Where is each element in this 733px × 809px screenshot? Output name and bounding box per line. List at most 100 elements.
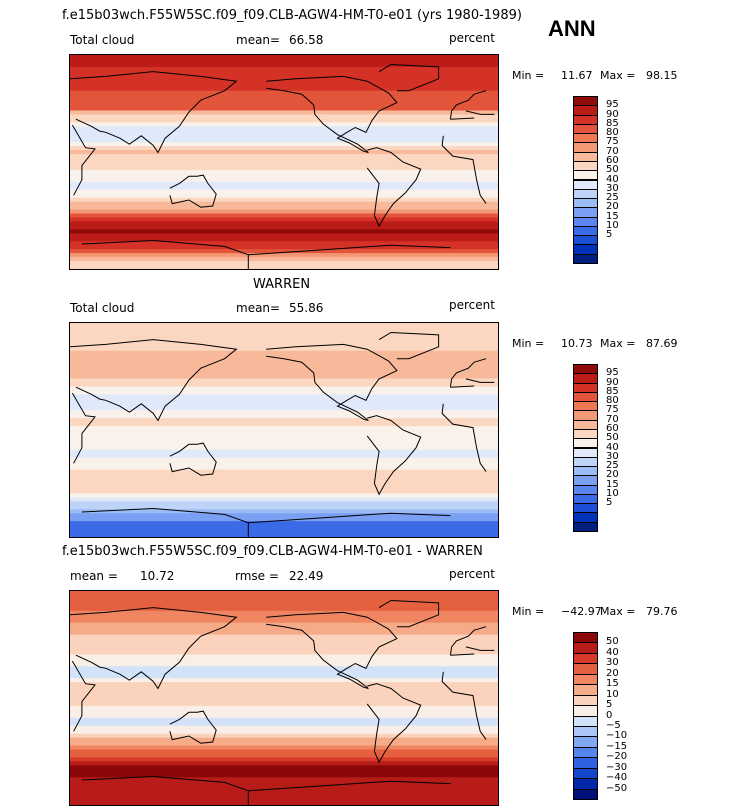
heatmap-band <box>70 701 498 707</box>
heatmap-band <box>70 622 498 628</box>
colorbar-tick-label: 50 <box>606 636 619 648</box>
colorbar-tick-label: 30 <box>606 657 619 669</box>
heatmap-band <box>70 323 498 328</box>
heatmap-band <box>70 414 498 419</box>
heatmap-band <box>70 78 498 84</box>
heatmap-band <box>70 189 498 195</box>
heatmap-band <box>70 642 498 648</box>
heatmap-band <box>70 225 498 230</box>
colorbar-swatch <box>573 253 598 264</box>
heatmap-band <box>70 122 498 127</box>
heatmap-band <box>70 602 498 608</box>
heatmap-band <box>70 106 498 112</box>
heatmap-band <box>70 533 498 537</box>
colorbar-tick-label: 20 <box>606 469 619 481</box>
heatmap-band <box>70 682 498 687</box>
heatmap-band <box>70 698 498 703</box>
colorbar-tick-label: 80 <box>606 127 619 139</box>
heatmap-band <box>70 761 498 766</box>
heatmap-band <box>70 769 498 774</box>
heatmap-band <box>70 461 498 467</box>
season-label: ANN <box>548 16 596 41</box>
panel2-map <box>69 322 499 538</box>
panel1-map <box>69 54 499 270</box>
panel1-mean-value: 66.58 <box>289 33 324 47</box>
heatmap-band <box>70 465 498 471</box>
colorbar-tick-label: 10 <box>606 487 619 499</box>
heatmap-band <box>70 630 498 636</box>
panel1-min-label: Min = <box>512 69 545 82</box>
colorbar-tick-label: −10 <box>606 730 628 742</box>
colorbar-tick-label: 75 <box>606 136 619 148</box>
colorbar-tick-label: 70 <box>606 145 619 157</box>
panel1-colorbar: 95 90 85 80 75 70 60 50 40 30 25 20 15 10 5 <box>573 96 619 264</box>
heatmap-band <box>70 453 498 459</box>
heatmap-band <box>70 721 498 727</box>
heatmap-band <box>70 66 498 72</box>
panel2-max-value: 87.69 <box>646 337 678 350</box>
heatmap-band <box>70 177 498 183</box>
heatmap-band <box>70 86 498 92</box>
heatmap-band <box>70 261 498 266</box>
heatmap-band <box>70 705 498 711</box>
heatmap-band <box>70 674 498 679</box>
heatmap-band <box>70 477 498 483</box>
heatmap-band <box>70 606 498 612</box>
heatmap-band <box>70 241 498 246</box>
heatmap-band <box>70 610 498 616</box>
colorbar-tick-label: 50 <box>606 164 619 176</box>
coastline <box>169 174 217 208</box>
heatmap-band <box>70 257 498 262</box>
heatmap-band <box>70 350 498 356</box>
heatmap-band <box>70 130 498 135</box>
coastline <box>169 442 217 476</box>
heatmap-band <box>70 173 498 179</box>
heatmap-band <box>70 362 498 368</box>
coastline <box>266 75 398 153</box>
coastline <box>378 63 440 92</box>
colorbar-tick-label: 15 <box>606 210 619 222</box>
colorbar-tick-label: 25 <box>606 192 619 204</box>
heatmap-band <box>70 709 498 715</box>
heatmap-band <box>70 757 498 762</box>
panel2-variable: Total cloud <box>70 301 135 315</box>
colorbar-tick-label: 40 <box>606 173 619 185</box>
colorbar-tick-label: −40 <box>606 772 628 784</box>
heatmap-band <box>70 330 498 336</box>
heatmap-band <box>70 126 498 131</box>
colorbar-tick-label: 20 <box>606 201 619 213</box>
heatmap-band <box>70 142 498 147</box>
heatmap-band <box>70 90 498 96</box>
colorbar-tick-label: 90 <box>606 108 619 120</box>
panel3-units: percent <box>449 567 495 581</box>
heatmap-band <box>70 62 498 68</box>
heatmap-band <box>70 265 498 269</box>
heatmap-band <box>70 797 498 802</box>
heatmap-band <box>70 197 498 203</box>
heatmap-band <box>70 729 498 735</box>
heatmap-band <box>70 598 498 604</box>
heatmap-band <box>70 418 498 423</box>
heatmap-band <box>70 366 498 372</box>
heatmap-band <box>70 525 498 530</box>
heatmap-band <box>70 789 498 794</box>
panel3-min-label: Min = <box>512 605 545 618</box>
heatmap-band <box>70 169 498 175</box>
panel3-max-value: 79.76 <box>646 605 678 618</box>
heatmap-band <box>70 501 498 506</box>
colorbar-tick-label: 95 <box>606 367 619 379</box>
colorbar-tick-label: 30 <box>606 450 619 462</box>
colorbar-tick-label: 85 <box>606 117 619 129</box>
panel2-units: percent <box>449 298 495 312</box>
heatmap-band <box>70 146 498 151</box>
heatmap-band <box>70 237 498 242</box>
heatmap-band <box>70 110 498 116</box>
heatmap-band <box>70 489 498 494</box>
heatmap-band <box>70 485 498 491</box>
heatmap-band <box>70 505 498 510</box>
heatmap-band <box>70 181 498 187</box>
panel1-min-value: 11.67 <box>561 69 593 82</box>
colorbar-swatch <box>573 521 598 532</box>
colorbar-tick-label: 40 <box>606 441 619 453</box>
heatmap-band <box>70 497 498 502</box>
